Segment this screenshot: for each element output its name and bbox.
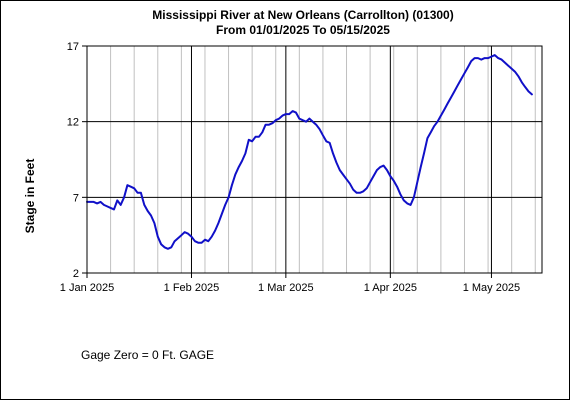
x-tick-label: 1 Apr 2025 (364, 282, 417, 294)
y-tick-label: 17 (67, 41, 79, 53)
series-line-stage (86, 54, 533, 250)
x-tick-label: 1 May 2025 (463, 282, 520, 294)
chart-subtitle: From 01/01/2025 To 05/15/2025 (216, 23, 390, 37)
x-tick-label: 1 Jan 2025 (60, 282, 114, 294)
plot-background (87, 46, 542, 273)
y-axis-label: Stage in Feet (23, 159, 37, 234)
x-tick-label: 1 Mar 2025 (258, 282, 314, 294)
y-tick-label: 12 (67, 117, 79, 129)
x-axis-ticks: 1 Jan 2025 1 Feb 2025 1 Mar 2025 1 Apr 2025… (60, 273, 520, 294)
y-tick-label: 2 (73, 268, 79, 280)
plot-area: 2 7 12 17 1 Jan 2025 1 Feb 2025 1 Mar 2025 1 A… (60, 41, 543, 294)
data-layer (86, 54, 533, 250)
y-tick-label: 7 (73, 192, 79, 204)
x-tick-label: 1 Feb 2025 (164, 282, 220, 294)
plot-border (86, 45, 543, 274)
y-axis-ticks: 2 7 12 17 (67, 41, 87, 280)
gage-zero-note: Gage Zero = 0 Ft. GAGE (81, 348, 214, 362)
chart-title: Mississippi River at New Orleans (Carrol… (152, 8, 453, 22)
